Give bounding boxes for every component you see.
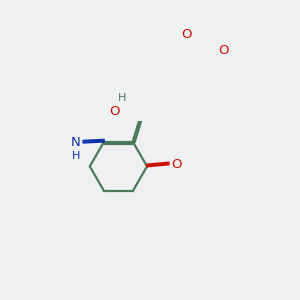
Text: N: N (71, 136, 80, 149)
Text: H: H (72, 152, 80, 161)
Text: O: O (219, 44, 229, 57)
Text: H: H (118, 93, 126, 103)
Text: O: O (110, 106, 120, 118)
Text: O: O (182, 28, 192, 40)
Text: O: O (172, 158, 182, 171)
